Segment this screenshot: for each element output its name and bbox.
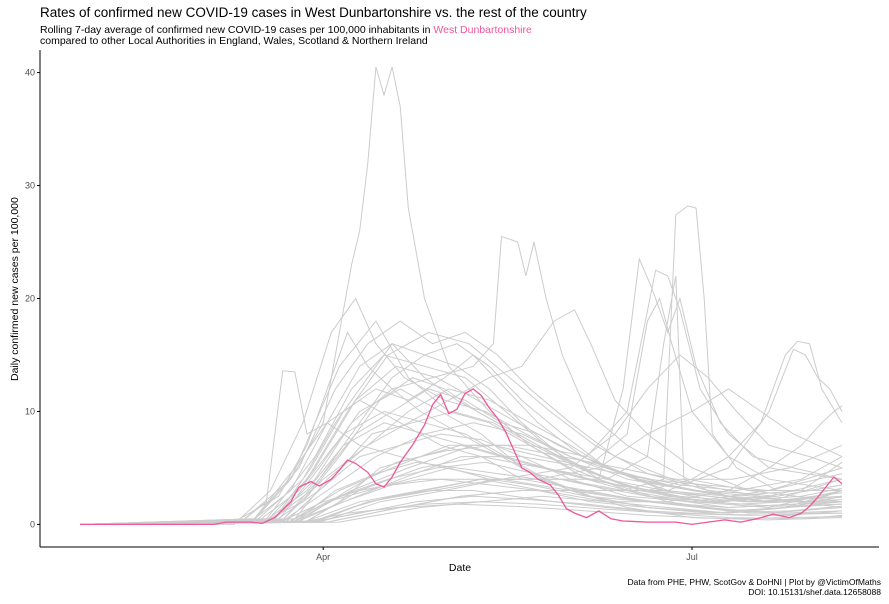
- background-series-line: [79, 275, 842, 525]
- background-series-line: [79, 444, 843, 525]
- background-series-line: [79, 461, 843, 525]
- x-tick-label: Jul: [686, 552, 698, 562]
- y-tick-label: 0: [30, 519, 35, 529]
- background-series-line: [79, 503, 843, 525]
- y-tick-label: 20: [25, 294, 35, 304]
- y-axis-ticks: 0 10 20 30 40: [25, 68, 40, 529]
- background-series-line: [79, 331, 843, 525]
- subtitle-prefix: Rolling 7-day average of confirmed new C…: [40, 24, 431, 36]
- background-series-line: [80, 297, 843, 525]
- chart-subtitle: Rolling 7-day average of confirmed new C…: [40, 25, 532, 47]
- background-series-line: [79, 399, 843, 525]
- background-series-group: [79, 66, 843, 525]
- background-series-line: [79, 354, 843, 525]
- subtitle-highlight: West Dunbartonshire: [433, 24, 532, 36]
- background-series-line: [79, 405, 843, 525]
- background-series-line: [79, 501, 843, 525]
- background-series-line: [79, 444, 843, 525]
- x-tick-label: Apr: [316, 552, 330, 562]
- y-tick-label: 10: [25, 406, 35, 416]
- background-series-line: [79, 297, 843, 525]
- x-axis-ticks: Apr Jul: [316, 547, 698, 562]
- background-series-line: [79, 354, 843, 525]
- background-series-line: [79, 365, 843, 525]
- subtitle-line2: compared to other Local Authorities in E…: [40, 35, 428, 47]
- background-series-line: [79, 257, 843, 525]
- y-axis-label: Daily confirmed new cases per 100,000: [9, 197, 21, 381]
- background-series-line: [79, 343, 843, 525]
- caption-doi: DOI: 10.15131/shef.data.12658088: [748, 587, 881, 597]
- background-series-line: [79, 461, 843, 525]
- y-tick-label: 40: [25, 68, 35, 78]
- highlight-series-group: [80, 388, 843, 526]
- background-series-line: [79, 422, 843, 525]
- background-series-line: [79, 205, 842, 525]
- chart-title: Rates of confirmed new COVID-19 cases in…: [40, 5, 587, 20]
- background-series-line: [79, 388, 843, 525]
- caption-source: Data from PHE, PHW, ScotGov & DoHNI | Pl…: [627, 577, 881, 587]
- x-axis-label: Date: [448, 562, 472, 574]
- background-series-line: [79, 269, 843, 525]
- background-series-line: [79, 320, 843, 525]
- background-series-line: [79, 478, 843, 525]
- y-tick-label: 30: [25, 181, 35, 191]
- highlight-series-line: [80, 388, 843, 526]
- background-series-line: [79, 388, 842, 525]
- caption: Data from PHE, PHW, ScotGov & DoHNI | Pl…: [628, 577, 881, 597]
- background-series-line: [79, 370, 843, 525]
